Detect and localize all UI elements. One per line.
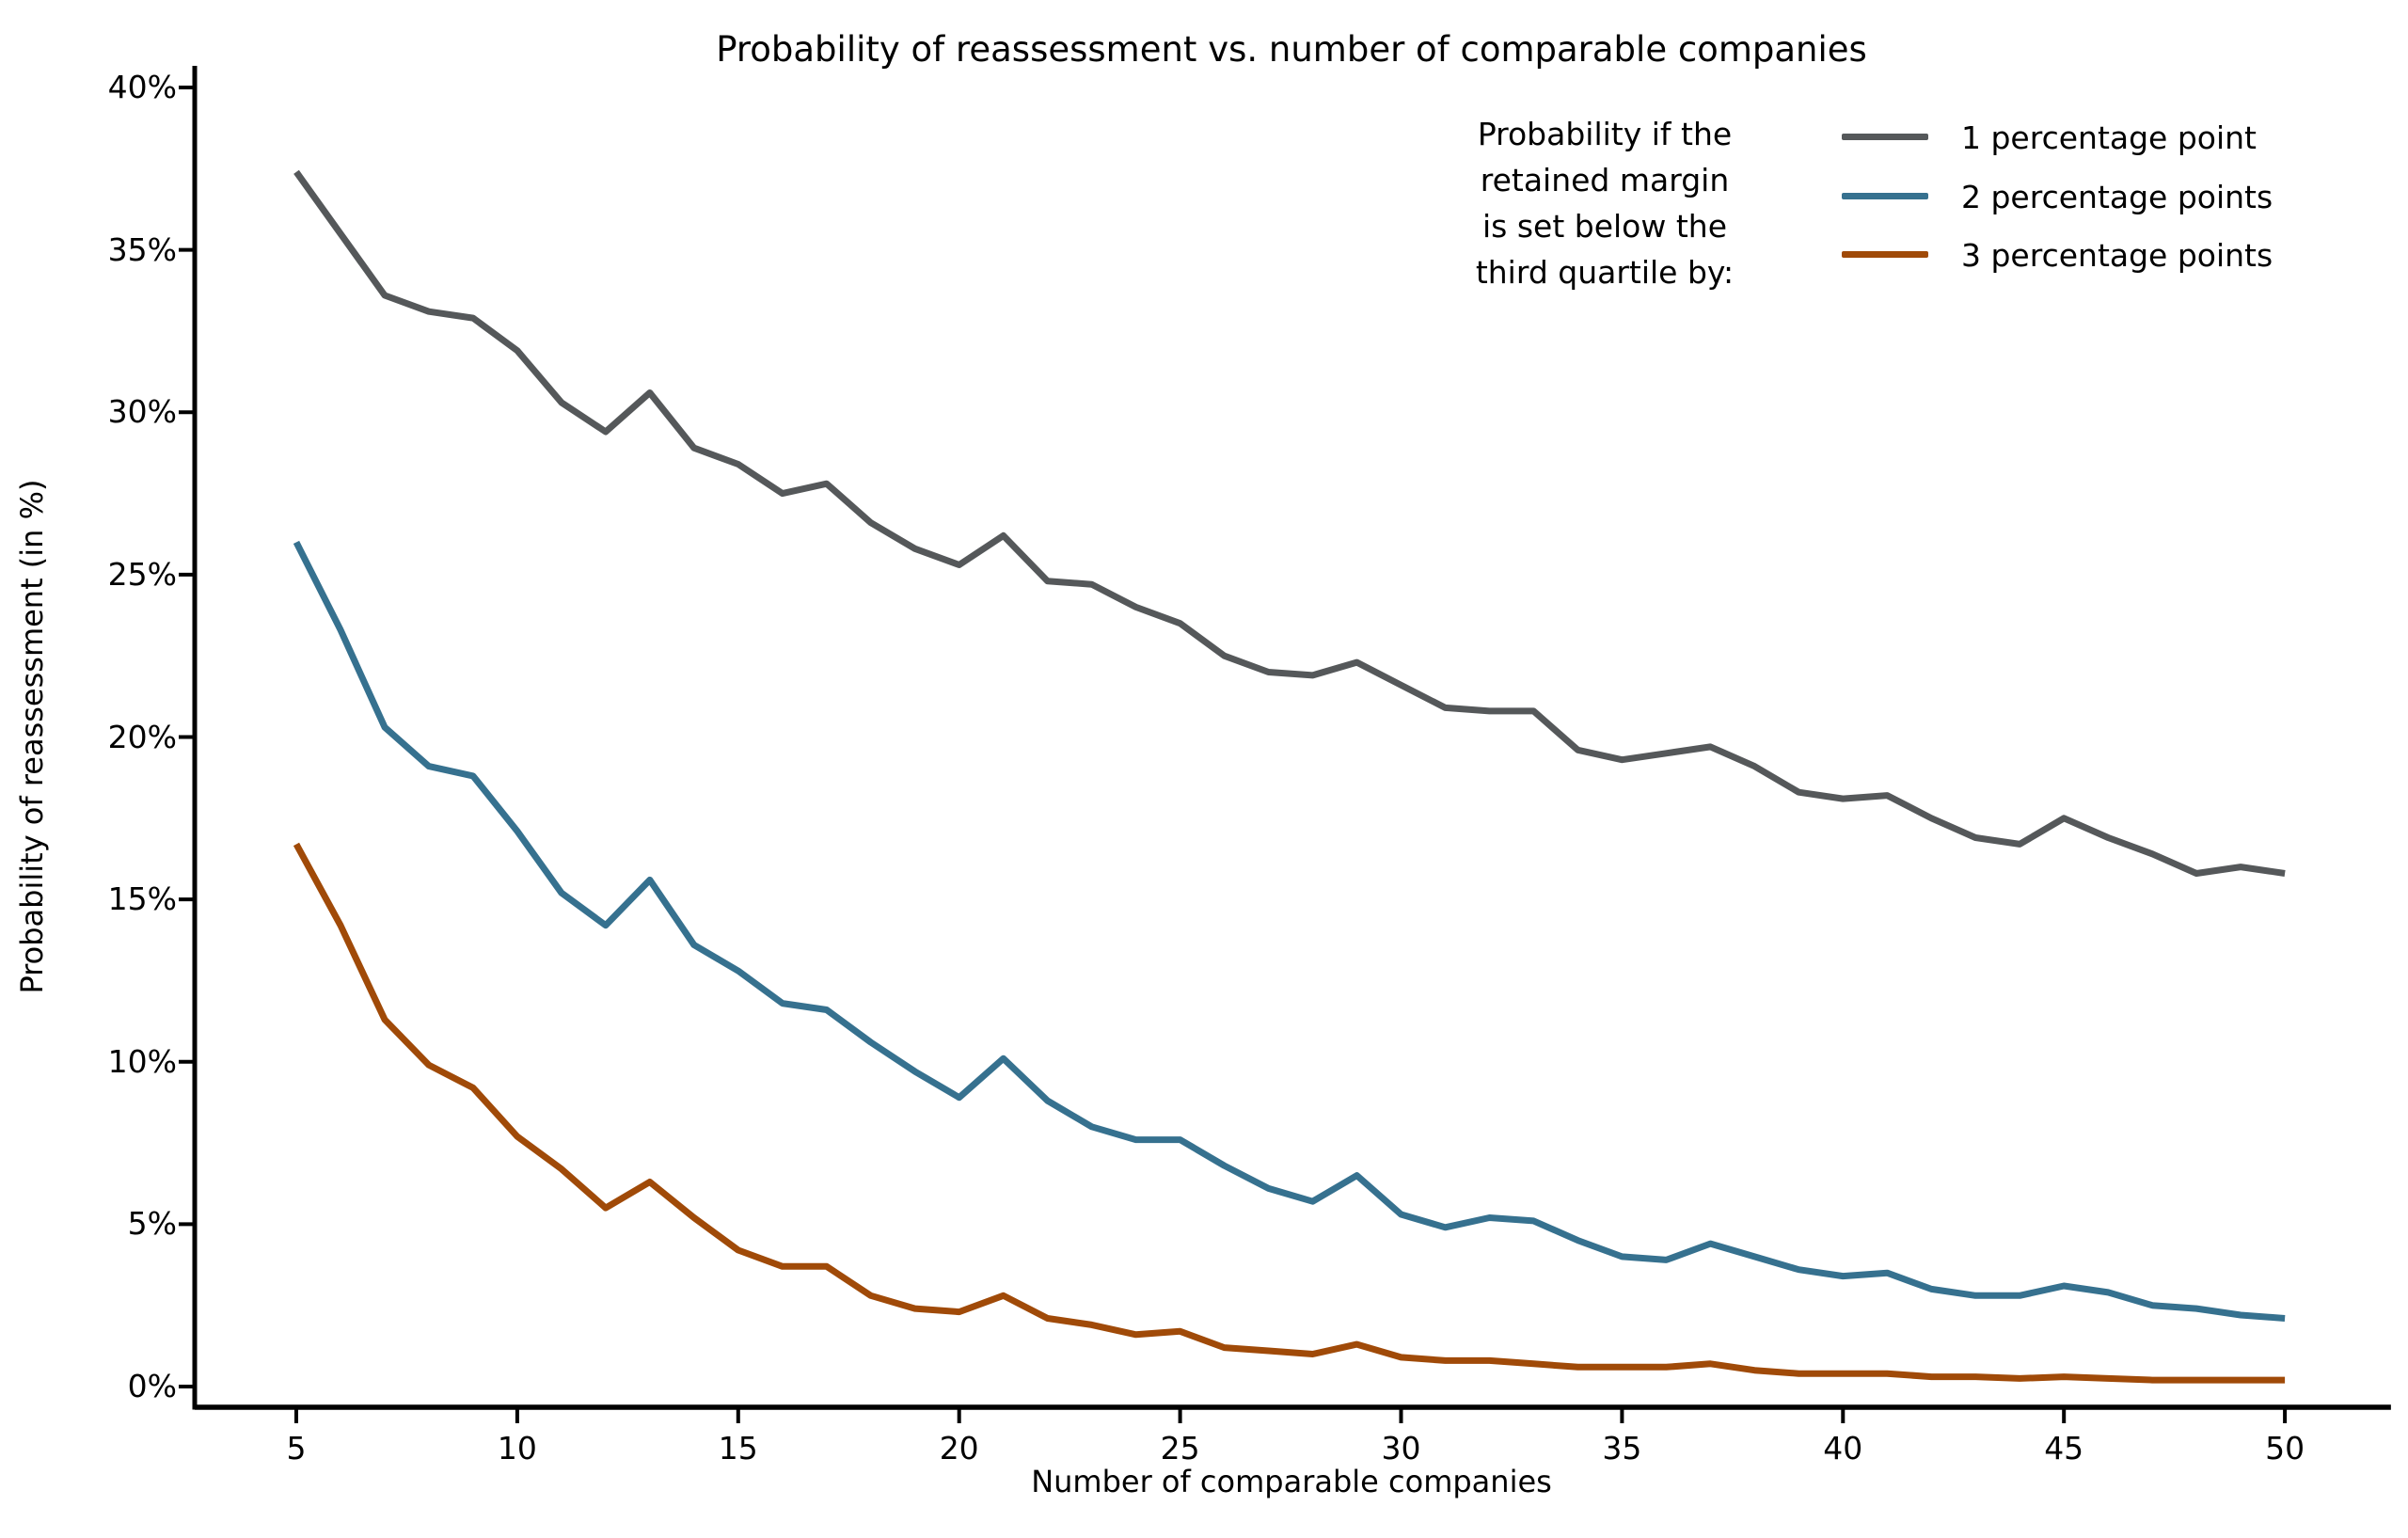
y-axis-label: Probability of reassessment (in %) bbox=[14, 479, 50, 994]
chart-title: Probability of reassessment vs. number o… bbox=[716, 29, 1867, 70]
x-tick-label: 50 bbox=[2265, 1430, 2305, 1467]
series-line-2 bbox=[293, 540, 2286, 1322]
x-axis-label: Number of comparable companies bbox=[1031, 1464, 1552, 1499]
y-tick-label: 40% bbox=[107, 69, 177, 105]
x-tick-label: 20 bbox=[939, 1430, 979, 1467]
x-tick-label: 10 bbox=[497, 1430, 537, 1467]
x-tick-label: 40 bbox=[1823, 1430, 1863, 1467]
x-tick-label: 15 bbox=[718, 1430, 758, 1467]
x-tick-label: 45 bbox=[2044, 1430, 2084, 1467]
x-tick-label: 35 bbox=[1602, 1430, 1642, 1467]
y-tick-label: 25% bbox=[107, 555, 177, 593]
x-tick-label: 25 bbox=[1160, 1430, 1200, 1467]
y-tick-label: 20% bbox=[107, 718, 177, 755]
series-line-1 bbox=[293, 169, 2286, 877]
x-tick-label: 30 bbox=[1381, 1430, 1421, 1467]
x-tick-label: 5 bbox=[286, 1430, 307, 1467]
y-tick-label: 30% bbox=[107, 393, 177, 431]
y-tick-label: 5% bbox=[127, 1205, 177, 1243]
y-tick-label: 10% bbox=[107, 1042, 177, 1080]
y-tick-label: 0% bbox=[127, 1368, 177, 1404]
series-line-3 bbox=[293, 842, 2286, 1384]
y-tick-label: 35% bbox=[107, 230, 177, 268]
y-tick-label: 15% bbox=[107, 880, 177, 918]
